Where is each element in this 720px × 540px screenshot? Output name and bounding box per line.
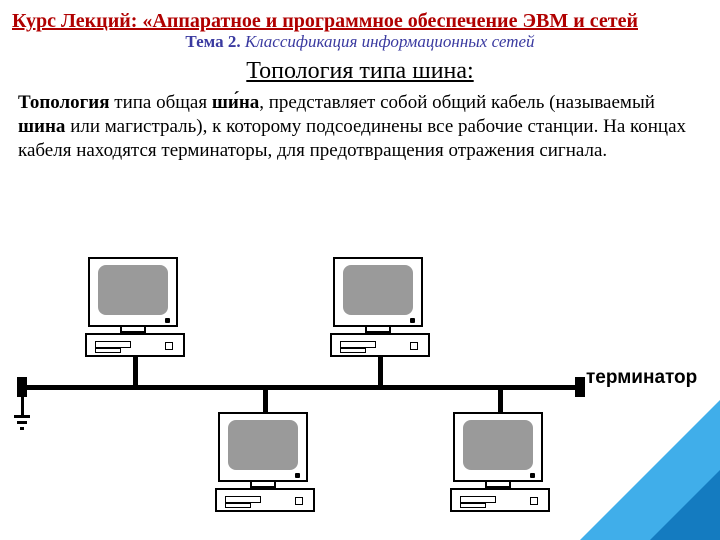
bus-segment	[575, 377, 585, 397]
bus-segment	[378, 357, 383, 385]
text-2: , представляет собой общий кабель (назыв…	[259, 92, 655, 113]
section-title: Топология типа шина:	[0, 58, 720, 85]
bus-segment	[133, 357, 138, 385]
bus-segment	[263, 390, 268, 412]
bus-segment	[20, 427, 24, 430]
bus-segment	[17, 377, 27, 397]
bus-segment	[14, 415, 30, 418]
bus-segment	[20, 385, 580, 390]
theme-label: Тема 2.	[185, 32, 240, 51]
computer-node	[330, 257, 426, 357]
course-title: Курс Лекций: «Аппаратное и программное о…	[0, 0, 720, 34]
bus-segment	[498, 390, 503, 412]
bold-word-1: Топология	[18, 92, 110, 113]
bus-segment	[21, 397, 24, 415]
bold-word-2: ши́на	[212, 92, 259, 113]
theme-text: Классификация информационных сетей	[241, 32, 535, 51]
computer-node	[450, 412, 546, 512]
bus-segment	[17, 421, 27, 424]
computer-node	[215, 412, 311, 512]
computer-node	[85, 257, 181, 357]
text-3: или магистраль), к которому подсоединены…	[18, 116, 686, 161]
text-1: типа общая	[110, 92, 212, 113]
bold-word-3: шина	[18, 116, 65, 137]
body-paragraph: Топология типа общая ши́на, представляет…	[0, 85, 720, 162]
theme-line: Тема 2. Классификация информационных сет…	[0, 32, 720, 52]
terminator-label: терминатор	[586, 367, 697, 389]
bus-topology-diagram: терминатор	[0, 255, 720, 515]
